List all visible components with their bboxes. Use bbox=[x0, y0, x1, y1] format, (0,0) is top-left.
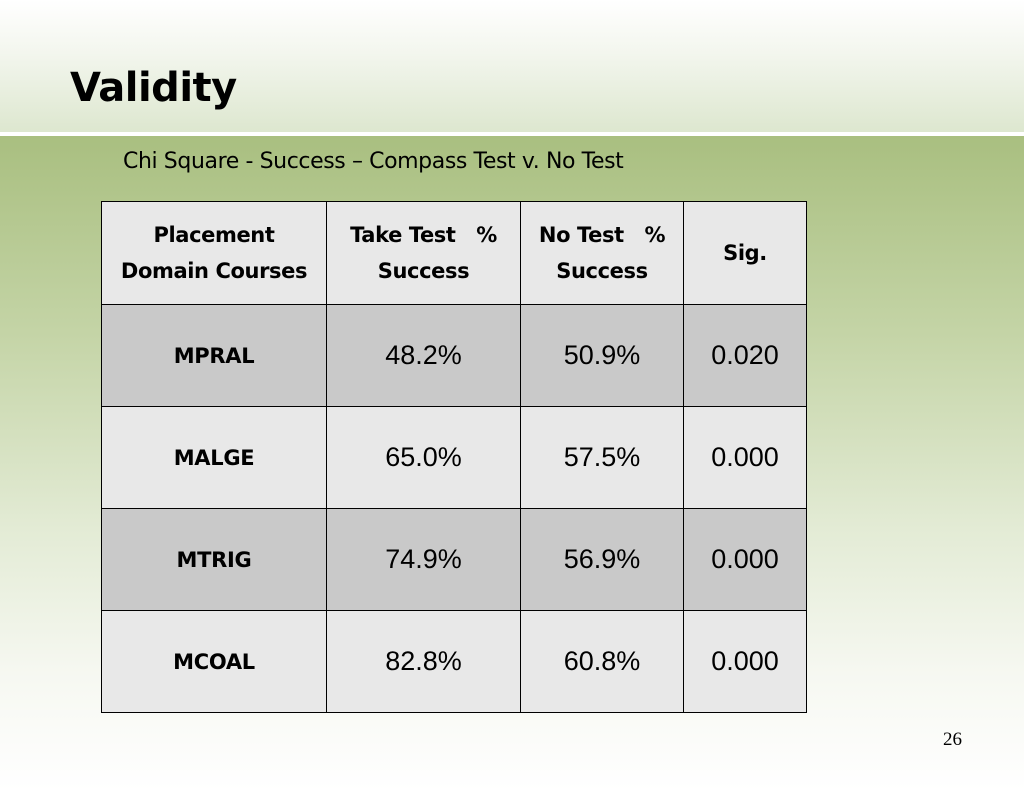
header-take-test-success: Take Test % Success bbox=[326, 201, 521, 305]
sig-cell: 0.000 bbox=[683, 406, 807, 509]
sig-cell: 0.000 bbox=[683, 610, 807, 713]
table-row: MTRIG 74.9% 56.9% 0.000 bbox=[101, 508, 807, 611]
header-line: No Test % bbox=[538, 223, 666, 247]
take-test-cell: 82.8% bbox=[326, 610, 521, 713]
slide-title: Validity bbox=[70, 65, 237, 111]
header-placement-domain-courses: Placement Domain Courses bbox=[101, 201, 327, 305]
table-header-row: Placement Domain Courses Take Test % Suc… bbox=[101, 201, 807, 305]
title-divider bbox=[0, 132, 1024, 136]
no-test-cell: 57.5% bbox=[520, 406, 684, 509]
take-test-cell: 65.0% bbox=[326, 406, 521, 509]
take-test-cell: 74.9% bbox=[326, 508, 521, 611]
header-line: Success bbox=[556, 259, 648, 283]
sig-cell: 0.000 bbox=[683, 508, 807, 611]
slide-subtitle: Chi Square - Success – Compass Test v. N… bbox=[123, 149, 624, 174]
take-test-cell: 48.2% bbox=[326, 304, 521, 407]
header-line: Sig. bbox=[723, 241, 767, 265]
header-no-test-success: No Test % Success bbox=[520, 201, 684, 305]
no-test-cell: 60.8% bbox=[520, 610, 684, 713]
header-line: Domain Courses bbox=[120, 259, 308, 283]
header-line: Placement bbox=[153, 223, 275, 247]
table-row: MPRAL 48.2% 50.9% 0.020 bbox=[101, 304, 807, 407]
table-row: MCOAL 82.8% 60.8% 0.000 bbox=[101, 610, 807, 713]
course-cell: MCOAL bbox=[101, 610, 327, 713]
title-band bbox=[0, 0, 1024, 132]
header-sig: Sig. bbox=[683, 201, 807, 305]
sig-cell: 0.020 bbox=[683, 304, 807, 407]
table-row: MALGE 65.0% 57.5% 0.000 bbox=[101, 406, 807, 509]
course-cell: MPRAL bbox=[101, 304, 327, 407]
results-table: Placement Domain Courses Take Test % Suc… bbox=[101, 201, 807, 713]
course-cell: MALGE bbox=[101, 406, 327, 509]
page-number: 26 bbox=[943, 729, 962, 750]
course-cell: MTRIG bbox=[101, 508, 327, 611]
no-test-cell: 56.9% bbox=[520, 508, 684, 611]
header-line: Success bbox=[377, 259, 470, 283]
header-line: Take Test % bbox=[350, 223, 497, 247]
no-test-cell: 50.9% bbox=[520, 304, 684, 407]
